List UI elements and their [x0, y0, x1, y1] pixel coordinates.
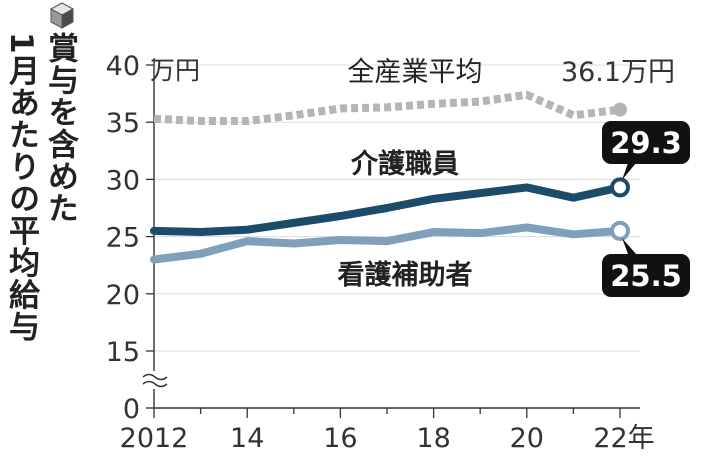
- y-tick-label: 30: [106, 165, 140, 196]
- x-tick-label: 20: [510, 423, 544, 454]
- chart-title-line-2: 1月あたりの平均給与: [3, 32, 39, 343]
- x-tick-label: 22年: [593, 423, 654, 454]
- callout-pointer: [622, 163, 636, 180]
- y-axis-unit: 万円: [150, 56, 200, 85]
- axis-break-mark: [142, 373, 168, 388]
- series-name-label: 介護職員: [350, 148, 459, 180]
- x-tick-label: 18: [416, 423, 450, 454]
- value-callout-box: [602, 254, 690, 297]
- cube-logo-icon: [49, 2, 75, 29]
- y-tick-label: 25: [106, 223, 140, 254]
- x-tick-label: 16: [323, 423, 357, 454]
- y-tick-label: 0: [123, 394, 140, 425]
- x-tick-label: 2012: [120, 423, 189, 454]
- end-value-label: 29.3: [610, 126, 682, 160]
- series-name-label: 看護補助者: [338, 259, 473, 291]
- y-tick-label: 20: [106, 280, 140, 311]
- callout-pointer: [622, 238, 636, 254]
- x-tick-label: 14: [230, 423, 264, 454]
- y-tick-label: 35: [106, 108, 140, 139]
- series-name-label: 全産業平均: [348, 57, 483, 88]
- series-line-1: [150, 183, 624, 237]
- series-line-0: [153, 90, 621, 126]
- y-tick-label: 15: [106, 337, 140, 368]
- chart-title-line-1: 賞与を含めた: [42, 32, 78, 224]
- value-callout-box: [602, 121, 690, 164]
- end-value-label: 36.1万円: [561, 57, 675, 88]
- series-line-2: [150, 223, 624, 264]
- end-value-label: 25.5: [610, 259, 682, 293]
- series-end-marker: [610, 177, 630, 198]
- series-end-marker: [610, 220, 630, 241]
- series-end-marker: [613, 102, 627, 117]
- y-tick-label: 40: [106, 51, 140, 82]
